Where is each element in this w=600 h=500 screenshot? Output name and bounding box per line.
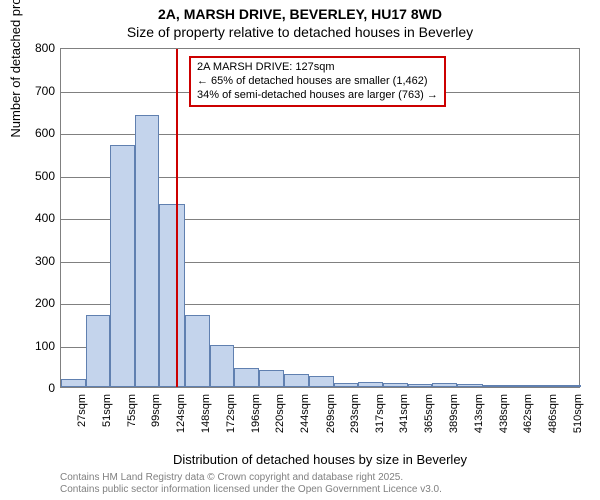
x-tick-label: 172sqm: [225, 394, 237, 454]
histogram-bar: [383, 383, 408, 387]
x-tick-label: 196sqm: [250, 394, 262, 454]
y-tick-label: 0: [15, 381, 55, 395]
reference-marker-line: [176, 49, 178, 387]
y-axis-label: Number of detached properties: [8, 0, 23, 218]
y-tick-label: 100: [15, 339, 55, 353]
x-tick-label: 124sqm: [175, 394, 187, 454]
x-tick-label: 269sqm: [325, 394, 337, 454]
histogram-bar: [135, 115, 160, 387]
histogram-bar: [210, 345, 235, 388]
histogram-bar: [284, 374, 310, 387]
histogram-bar: [110, 145, 135, 387]
x-tick-label: 99sqm: [150, 394, 162, 454]
y-tick-label: 200: [15, 296, 55, 310]
x-tick-label: 220sqm: [274, 394, 286, 454]
chart-title-address: 2A, MARSH DRIVE, BEVERLEY, HU17 8WD: [0, 6, 600, 22]
x-axis-label: Distribution of detached houses by size …: [60, 452, 580, 467]
annotation-property-label: 2A MARSH DRIVE: 127sqm: [197, 61, 438, 75]
x-tick-label: 317sqm: [374, 394, 386, 454]
x-tick-label: 365sqm: [423, 394, 435, 454]
attribution-line-2: Contains public sector information licen…: [60, 484, 442, 495]
histogram-bar: [556, 385, 581, 387]
x-tick-label: 462sqm: [522, 394, 534, 454]
x-tick-label: 486sqm: [547, 394, 559, 454]
chart-subtitle: Size of property relative to detached ho…: [0, 24, 600, 40]
x-tick-label: 51sqm: [101, 394, 113, 454]
x-tick-label: 510sqm: [572, 394, 584, 454]
y-tick-label: 800: [15, 41, 55, 55]
annotation-callout: 2A MARSH DRIVE: 127sqm ← 65% of detached…: [189, 56, 446, 107]
x-tick-label: 75sqm: [126, 394, 138, 454]
annotation-smaller-pct: ← 65% of detached houses are smaller (1,…: [197, 75, 438, 89]
histogram-bar: [408, 384, 433, 387]
histogram-bar: [309, 376, 334, 387]
y-tick-label: 400: [15, 211, 55, 225]
x-tick-label: 438sqm: [498, 394, 510, 454]
histogram-bar: [61, 379, 86, 388]
x-tick-label: 389sqm: [448, 394, 460, 454]
x-tick-label: 293sqm: [349, 394, 361, 454]
y-tick-label: 500: [15, 169, 55, 183]
histogram-bar: [159, 204, 185, 387]
x-tick-label: 148sqm: [200, 394, 212, 454]
histogram-bar: [457, 384, 483, 387]
histogram-bar: [358, 382, 383, 387]
y-tick-label: 700: [15, 84, 55, 98]
histogram-bar: [483, 385, 508, 387]
x-tick-label: 27sqm: [76, 394, 88, 454]
x-tick-label: 244sqm: [299, 394, 311, 454]
histogram-bar: [234, 368, 259, 387]
histogram-bar: [532, 385, 557, 387]
histogram-bar: [86, 315, 111, 387]
annotation-larger-pct: 34% of semi-detached houses are larger (…: [197, 89, 438, 103]
histogram-bar: [334, 383, 359, 387]
histogram-bar: [432, 383, 457, 387]
histogram-bar: [259, 370, 284, 387]
y-tick-label: 300: [15, 254, 55, 268]
plot-area: 2A MARSH DRIVE: 127sqm ← 65% of detached…: [60, 48, 580, 388]
histogram-bar: [507, 385, 532, 387]
attribution-line-1: Contains HM Land Registry data © Crown c…: [60, 472, 403, 483]
x-tick-label: 413sqm: [473, 394, 485, 454]
x-tick-label: 341sqm: [398, 394, 410, 454]
y-tick-label: 600: [15, 126, 55, 140]
histogram-bar: [185, 315, 210, 387]
